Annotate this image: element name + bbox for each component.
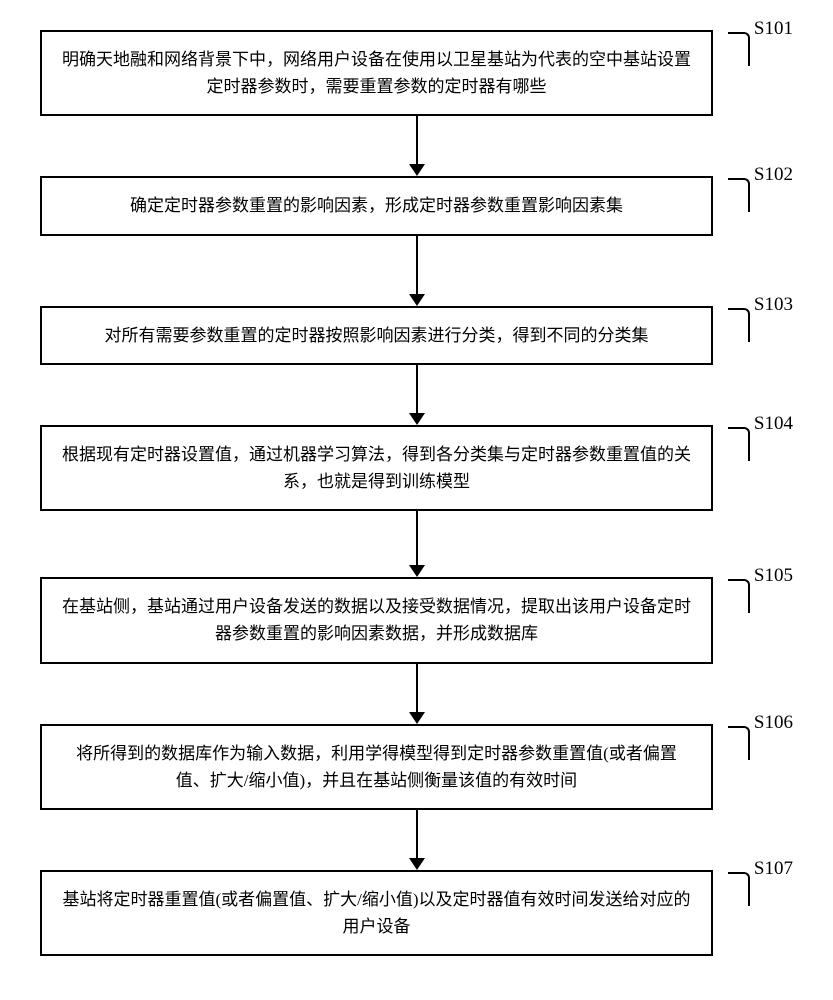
bracket-icon bbox=[728, 308, 750, 342]
step-label-wrap: S107 bbox=[728, 870, 793, 906]
arrow-line bbox=[416, 116, 418, 164]
arrow bbox=[80, 810, 753, 870]
step-box: 将所得到的数据库作为输入数据，利用学得模型得到定时器参数重置值(或者偏置值、扩大… bbox=[40, 724, 713, 810]
arrow bbox=[80, 116, 753, 176]
step-row: 对所有需要参数重置的定时器按照影响因素进行分类，得到不同的分类集 S103 bbox=[40, 306, 793, 365]
bracket-icon bbox=[728, 579, 750, 613]
flowchart-container: 明确天地融和网络背景下中，网络用户设备在使用以卫星基站为代表的空中基站设置定时器… bbox=[40, 30, 793, 956]
arrow-head-icon bbox=[409, 294, 425, 306]
step-box: 明确天地融和网络背景下中，网络用户设备在使用以卫星基站为代表的空中基站设置定时器… bbox=[40, 30, 713, 116]
step-label-wrap: S104 bbox=[728, 425, 793, 461]
arrow-head-icon bbox=[409, 164, 425, 176]
bracket-icon bbox=[728, 178, 750, 212]
arrow-line bbox=[416, 236, 418, 294]
step-row: 明确天地融和网络背景下中，网络用户设备在使用以卫星基站为代表的空中基站设置定时器… bbox=[40, 30, 793, 116]
bracket-icon bbox=[728, 427, 750, 461]
arrow-head-icon bbox=[409, 565, 425, 577]
step-label-wrap: S103 bbox=[728, 306, 793, 342]
arrow-head-icon bbox=[409, 712, 425, 724]
step-row: 根据现有定时器设置值，通过机器学习算法，得到各分类集与定时器参数重置值的关系，也… bbox=[40, 425, 793, 511]
step-label-wrap: S105 bbox=[728, 577, 793, 613]
arrow bbox=[80, 511, 753, 577]
step-row: 基站将定时器重置值(或者偏置值、扩大/缩小值)以及定时器值有效时间发送给对应的用… bbox=[40, 870, 793, 956]
step-label: S103 bbox=[750, 294, 793, 316]
step-label-wrap: S106 bbox=[728, 724, 793, 760]
bracket-icon bbox=[728, 726, 750, 760]
step-label: S106 bbox=[750, 712, 793, 734]
step-label-wrap: S102 bbox=[728, 176, 793, 212]
step-row: 将所得到的数据库作为输入数据，利用学得模型得到定时器参数重置值(或者偏置值、扩大… bbox=[40, 724, 793, 810]
step-label: S104 bbox=[750, 413, 793, 435]
step-box: 在基站侧，基站通过用户设备发送的数据以及接受数据情况，提取出该用户设备定时器参数… bbox=[40, 577, 713, 663]
step-box: 基站将定时器重置值(或者偏置值、扩大/缩小值)以及定时器值有效时间发送给对应的用… bbox=[40, 870, 713, 956]
step-row: 在基站侧，基站通过用户设备发送的数据以及接受数据情况，提取出该用户设备定时器参数… bbox=[40, 577, 793, 663]
arrow bbox=[80, 365, 753, 425]
arrow-head-icon bbox=[409, 413, 425, 425]
step-box: 确定定时器参数重置的影响因素，形成定时器参数重置影响因素集 bbox=[40, 176, 713, 235]
step-box: 根据现有定时器设置值，通过机器学习算法，得到各分类集与定时器参数重置值的关系，也… bbox=[40, 425, 713, 511]
step-label-wrap: S101 bbox=[728, 30, 793, 66]
step-label: S101 bbox=[750, 18, 793, 40]
arrow-line bbox=[416, 511, 418, 565]
bracket-icon bbox=[728, 872, 750, 906]
step-label: S107 bbox=[750, 858, 793, 880]
arrow bbox=[80, 664, 753, 724]
step-label: S102 bbox=[750, 164, 793, 186]
step-label: S105 bbox=[750, 565, 793, 587]
step-box: 对所有需要参数重置的定时器按照影响因素进行分类，得到不同的分类集 bbox=[40, 306, 713, 365]
arrow-line bbox=[416, 664, 418, 712]
bracket-icon bbox=[728, 32, 750, 66]
arrow-head-icon bbox=[409, 858, 425, 870]
arrow-line bbox=[416, 365, 418, 413]
arrow-line bbox=[416, 810, 418, 858]
arrow bbox=[80, 236, 753, 306]
step-row: 确定定时器参数重置的影响因素，形成定时器参数重置影响因素集 S102 bbox=[40, 176, 793, 235]
